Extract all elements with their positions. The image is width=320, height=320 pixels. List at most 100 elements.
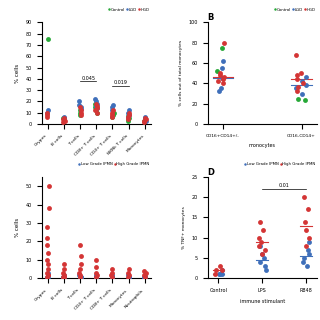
Point [294,77,300,82]
Point [109,112,115,117]
Y-axis label: % cells out of total monocytes: % cells out of total monocytes [179,40,183,106]
Point [110,102,116,107]
Point [141,118,147,123]
Point [61,274,66,279]
Point [62,118,67,123]
Point [61,116,67,121]
Point [78,261,84,266]
Point [109,115,114,120]
Point [78,254,84,259]
Point [61,117,66,122]
Point [78,274,84,279]
Point [44,112,50,117]
X-axis label: monocytes: monocytes [249,143,276,148]
Point [78,105,83,110]
Point [60,270,66,276]
Point [44,243,49,248]
Point [61,274,66,279]
Point [44,270,50,276]
Point [307,235,312,240]
Point [293,52,299,58]
Legend: Control, LGD, HGD: Control, LGD, HGD [107,6,151,13]
Point [220,66,225,71]
Point [263,268,268,273]
Point [77,110,83,115]
Point [299,91,304,96]
Point [78,108,83,113]
Point [125,118,131,123]
Legend: Low Grade IPMN, High Grade IPMN: Low Grade IPMN, High Grade IPMN [243,160,317,168]
Point [44,235,50,240]
Point [125,110,130,115]
Point [142,272,147,277]
Point [304,227,309,232]
Point [93,274,99,279]
Point [45,267,51,272]
Point [44,274,50,279]
Point [300,81,305,86]
Point [109,274,115,279]
Point [294,89,299,94]
Point [109,110,115,115]
Point [93,274,98,279]
Point [303,219,308,224]
Point [78,274,84,279]
Text: 0.019: 0.019 [114,80,127,85]
Point [142,118,147,123]
Point [299,79,304,84]
Point [94,274,99,279]
Point [222,75,227,80]
Text: 0.01: 0.01 [279,183,290,188]
Point [126,110,132,115]
Point [45,110,50,115]
Point [94,272,100,277]
Point [93,99,99,104]
Point [61,274,66,279]
Point [258,260,263,265]
Point [45,37,50,42]
Point [62,274,67,279]
Point [78,108,83,113]
Point [77,274,83,279]
Point [44,274,49,279]
Point [303,75,308,80]
Point [298,71,303,76]
Point [218,86,223,91]
Point [93,270,99,276]
Point [46,183,51,188]
Point [77,99,82,104]
Point [45,272,51,277]
Point [109,272,115,277]
Point [219,272,224,277]
Point [142,115,148,120]
Point [94,110,100,115]
Point [259,252,264,257]
Point [143,116,148,121]
Point [126,270,131,276]
Text: 0.045: 0.045 [81,76,95,81]
Point [78,243,83,248]
Point [76,270,82,276]
Point [44,115,49,120]
Text: D: D [208,168,215,177]
X-axis label: immune stimulant: immune stimulant [240,299,285,304]
Point [94,103,99,108]
Y-axis label: % cells: % cells [15,218,20,237]
Point [263,247,268,252]
Point [109,115,115,120]
Point [110,270,115,276]
Point [46,206,51,211]
Point [305,207,310,212]
Point [143,274,148,279]
Point [143,117,148,122]
Point [294,86,299,91]
Point [142,274,147,279]
Point [111,110,116,115]
Point [46,108,51,113]
Point [296,85,301,90]
Point [143,270,148,276]
Point [142,268,147,274]
Point [259,239,264,244]
Point [60,119,65,124]
Legend: Control, LGD, HGD: Control, LGD, HGD [273,6,317,13]
